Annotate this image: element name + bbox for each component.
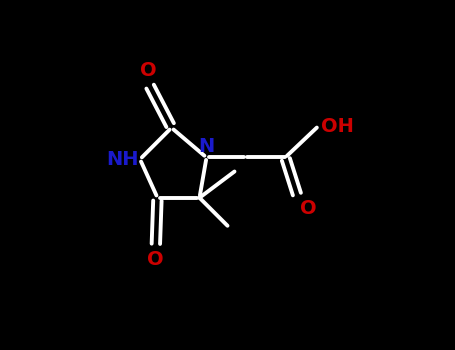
Text: NH: NH <box>106 150 139 169</box>
Text: O: O <box>147 250 164 269</box>
Text: O: O <box>141 62 157 80</box>
Text: OH: OH <box>321 117 354 135</box>
Text: N: N <box>198 138 215 156</box>
Text: O: O <box>300 199 317 218</box>
